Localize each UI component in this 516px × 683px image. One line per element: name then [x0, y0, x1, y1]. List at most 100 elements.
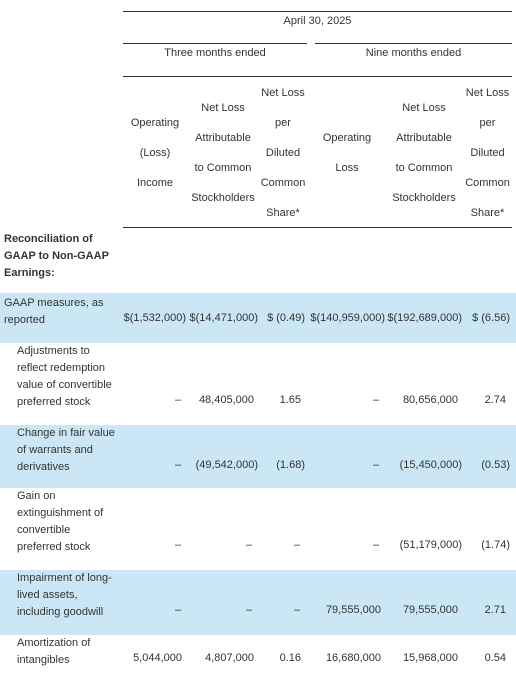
cell-net-loss-9m: $(192,689,000)	[387, 312, 462, 324]
col-header-line: Net Loss	[261, 87, 305, 99]
col-header-line: to Common	[395, 162, 453, 174]
col-header-line: to Common	[194, 162, 252, 174]
col-header-eps-9m: Net Loss per Diluted Common Share*	[463, 78, 512, 228]
row-label-line: of warrants and	[17, 444, 93, 456]
cell-operating-9m: $(140,959,000)	[310, 312, 385, 324]
cell-net-loss-9m: 80,656,000	[402, 394, 458, 406]
cell-eps-9m: 2.74	[484, 394, 506, 406]
row-label-line: extinguishment of	[17, 507, 104, 519]
row-label-line: reflect redemption	[17, 362, 106, 374]
col-header-line: Attributable	[396, 132, 452, 144]
cell-eps-3m: 0.16	[279, 652, 301, 664]
col-header-operating-loss-9m: Operating Loss	[309, 123, 385, 183]
cell-operating-3m: –	[174, 459, 182, 471]
cell-net-loss-3m: (49,542,000)	[195, 459, 258, 471]
cell-net-loss-3m: $(14,471,000)	[189, 312, 259, 324]
section-title-line: Earnings:	[4, 267, 55, 279]
row-label-line: intangibles	[17, 654, 70, 666]
col-header-line: Stockholders	[191, 192, 255, 204]
col-header-line: Operating	[322, 132, 372, 144]
col-header-line: Income	[136, 177, 174, 189]
row-label-line: preferred stock	[17, 541, 91, 553]
cell-operating-9m: 16,680,000	[325, 652, 381, 664]
group-rule-right	[315, 43, 512, 44]
cell-net-loss-3m: 4,807,000	[205, 652, 254, 664]
cell-net-loss-9m: (51,179,000)	[399, 539, 462, 551]
cell-net-loss-3m: –	[245, 539, 253, 551]
col-header-line: per	[479, 117, 496, 129]
cell-net-loss-3m: –	[245, 604, 253, 616]
section-title-line: Reconciliation of	[4, 233, 93, 245]
col-header-line: Attributable	[195, 132, 251, 144]
cell-eps-9m: 2.71	[484, 604, 506, 616]
col-header-line: Net Loss	[465, 87, 510, 99]
col-header-net-loss-3m: Net Loss Attributable to Common Stockhol…	[187, 93, 259, 213]
table-row: GAAP measures, as reported $(1,532,000) …	[0, 293, 516, 343]
cell-net-loss-3m: 48,405,000	[198, 394, 254, 406]
section-title-line: GAAP to Non-GAAP	[4, 250, 109, 262]
col-header-line: Net Loss	[201, 102, 245, 114]
row-label-line: including goodwill	[17, 606, 104, 618]
cell-eps-3m: –	[293, 604, 301, 616]
cell-eps-9m: 0.54	[484, 652, 506, 664]
col-header-operating-income-3m: Operating (Loss) Income	[123, 108, 187, 198]
cell-eps-3m: 1.65	[279, 394, 301, 406]
cell-operating-9m: 79,555,000	[325, 604, 381, 616]
row-label-line: reported	[4, 314, 45, 326]
col-header-eps-3m: Net Loss per Diluted Common Share*	[259, 78, 307, 228]
row-label: Impairment of long- lived assets, includ…	[17, 570, 112, 621]
row-label: Change in fair value of warrants and der…	[17, 425, 115, 476]
three-months-header: Three months ended	[164, 47, 266, 59]
cell-eps-3m: (1.68)	[276, 459, 305, 471]
table-row: Gain on extinguishment of convertible pr…	[0, 488, 516, 570]
col-header-line: Loss	[335, 162, 359, 174]
row-label-line: derivatives	[17, 461, 70, 473]
cell-eps-3m: $ (0.49)	[267, 312, 305, 324]
col-header-line: Share*	[470, 207, 505, 219]
row-label-line: GAAP measures, as	[4, 297, 104, 309]
cell-operating-3m: $(1,532,000)	[123, 312, 186, 324]
header-top-rule	[123, 11, 512, 12]
col-header-line: per	[275, 117, 291, 129]
section-title: Reconciliation of GAAP to Non-GAAP Earni…	[4, 231, 109, 282]
cell-operating-3m: 5,044,000	[133, 652, 182, 664]
cell-operating-3m: –	[174, 539, 182, 551]
row-label-line: convertible	[17, 524, 71, 536]
cell-eps-3m: –	[293, 539, 301, 551]
row-label: GAAP measures, as reported	[4, 295, 103, 329]
cell-eps-9m: (0.53)	[481, 459, 510, 471]
subheader-rule	[123, 76, 512, 77]
nine-months-header: Nine months ended	[365, 47, 462, 59]
col-header-line: Common	[260, 177, 306, 189]
row-label: Amortization of intangibles	[17, 635, 90, 669]
row-label-line: Adjustments to	[17, 345, 90, 357]
row-label-line: lived assets,	[17, 589, 78, 601]
col-header-line: Stockholders	[392, 192, 456, 204]
col-header-line: Share*	[266, 207, 300, 219]
col-header-line: (Loss)	[139, 147, 171, 159]
cell-operating-3m: –	[174, 604, 182, 616]
table-row: Impairment of long- lived assets, includ…	[0, 570, 516, 635]
row-label-line: Amortization of	[17, 637, 91, 649]
row-label: Gain on extinguishment of convertible pr…	[17, 488, 103, 556]
cell-operating-3m: –	[174, 394, 182, 406]
col-header-net-loss-9m: Net Loss Attributable to Common Stockhol…	[385, 93, 463, 213]
table-row: Adjustments to reflect redemption value …	[0, 343, 516, 425]
col-header-line: Operating	[130, 117, 180, 129]
row-label: Adjustments to reflect redemption value …	[17, 343, 112, 411]
col-header-line: Diluted	[265, 147, 301, 159]
row-label-line: Change in fair value	[17, 427, 115, 439]
row-label-line: value of convertible	[17, 379, 112, 391]
col-header-line: Diluted	[470, 147, 505, 159]
group-rule-left	[123, 43, 307, 44]
cell-net-loss-9m: (15,450,000)	[399, 459, 462, 471]
table-row: Change in fair value of warrants and der…	[0, 425, 516, 488]
row-label-line: preferred stock	[17, 396, 91, 408]
row-label-line: Impairment of long-	[17, 572, 112, 584]
row-label-line: Gain on	[17, 490, 56, 502]
table-row: Amortization of intangibles 5,044,000 4,…	[0, 635, 516, 683]
cell-eps-9m: $ (6.56)	[472, 312, 510, 324]
cell-net-loss-9m: 15,968,000	[402, 652, 458, 664]
cell-operating-9m: –	[372, 394, 380, 406]
col-header-line: Net Loss	[402, 102, 446, 114]
